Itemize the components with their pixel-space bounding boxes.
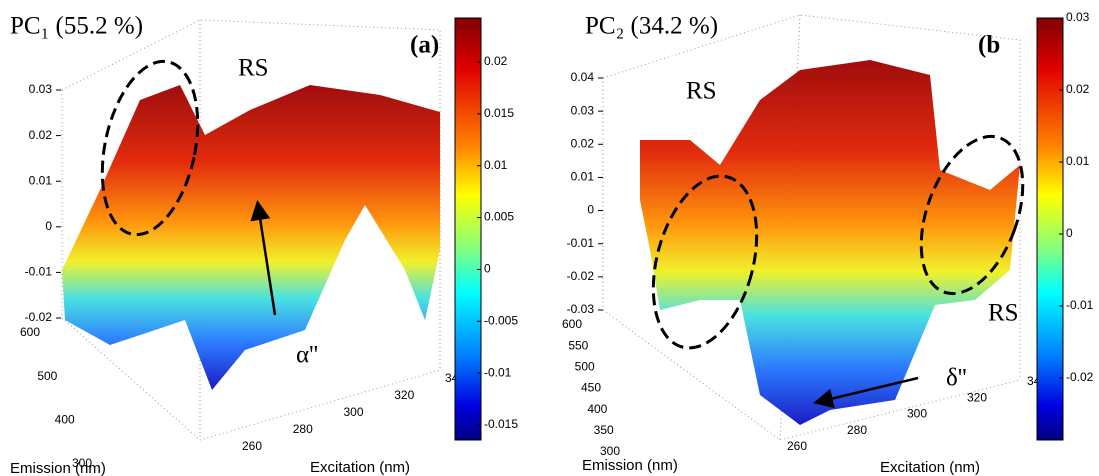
z-tick-label: 0.03 xyxy=(29,82,53,96)
colorbar-tick-label: 0.02 xyxy=(484,54,508,68)
emission-tick-label: 300 xyxy=(600,444,620,458)
annotation: RS xyxy=(686,78,717,105)
z-tick-label: 0.01 xyxy=(571,170,595,184)
z-tick-label: 0.01 xyxy=(29,173,53,187)
z-tick-label: 0.04 xyxy=(571,70,595,84)
emission-tick-label: 400 xyxy=(587,402,607,416)
colorbar-tick-label: -0.005 xyxy=(484,313,518,327)
axis-label: Excitation (nm) xyxy=(880,459,980,476)
z-tick-label: -0.01 xyxy=(567,236,595,250)
colorbar-tick-label: 0.01 xyxy=(1066,154,1090,168)
z-tick-label: -0.02 xyxy=(25,310,53,324)
colorbar xyxy=(454,17,482,441)
panel-label: (b xyxy=(978,32,1000,59)
colorbar-tick-label: -0.015 xyxy=(484,417,518,431)
emission-tick-label: 600 xyxy=(20,325,40,339)
colorbar-tick-label: 0 xyxy=(484,262,491,276)
z-tick-label: -0.02 xyxy=(567,269,595,283)
z-tick-label: 0 xyxy=(45,219,52,233)
annotation: RS xyxy=(988,300,1019,327)
panel-title: PC₁ (55.2 %) xyxy=(10,13,143,40)
z-tick-label: 0.02 xyxy=(571,136,595,150)
emission-tick-label: 450 xyxy=(581,381,601,395)
excitation-tick-label: 320 xyxy=(967,390,987,404)
emission-tick-label: 600 xyxy=(562,317,582,331)
surface-a xyxy=(62,85,440,390)
annotation-shapes xyxy=(100,59,1025,350)
colorbar-tick-label: 0.02 xyxy=(1066,82,1090,96)
colorbar-tick-label: 0 xyxy=(1066,226,1073,240)
z-tick-label: 0.02 xyxy=(29,128,53,142)
excitation-tick-label: 320 xyxy=(394,388,414,402)
colorbar-tick-label: 0.015 xyxy=(484,106,514,120)
arrows xyxy=(250,200,919,409)
colorbar-tick-label: 0.01 xyxy=(484,158,508,172)
emission-tick-label: 500 xyxy=(37,369,57,383)
excitation-tick-label: 260 xyxy=(787,439,807,453)
excitation-tick-label: 280 xyxy=(293,422,313,436)
annotation: α'' xyxy=(296,342,318,369)
excitation-tick-label: 280 xyxy=(847,423,867,437)
colorbar-tick-label: 0.03 xyxy=(1066,10,1090,24)
annotation: δ'' xyxy=(946,365,967,392)
z-tick-label: -0.01 xyxy=(25,265,53,279)
emission-tick-label: 400 xyxy=(55,413,75,427)
colorbar-tick-label: -0.01 xyxy=(484,365,512,379)
z-tick-label: 0 xyxy=(587,203,594,217)
z-tick-label: -0.03 xyxy=(567,302,595,316)
excitation-tick-label: 300 xyxy=(343,405,363,419)
excitation-tick-label: 260 xyxy=(242,439,262,453)
colorbar-tick-label: 0.005 xyxy=(484,210,514,224)
z-tick-label: 0.03 xyxy=(571,103,595,117)
axis-label: Excitation (nm) xyxy=(310,459,410,476)
axis-label: Emission (nm) xyxy=(582,457,678,474)
colorbar xyxy=(1036,17,1064,441)
emission-tick-label: 350 xyxy=(594,423,614,437)
emission-tick-label: 500 xyxy=(575,360,595,374)
colorbar-tick-label: -0.01 xyxy=(1066,298,1094,312)
emission-tick-label: 300 xyxy=(72,456,92,470)
colorbar-tick-label: -0.02 xyxy=(1066,370,1094,384)
panel-title: PC₂ (34.2 %) xyxy=(585,13,718,40)
emission-tick-label: 550 xyxy=(568,338,588,352)
surface-b xyxy=(640,60,1020,425)
axis-label: Emission (nm) xyxy=(10,460,106,476)
excitation-tick-label: 300 xyxy=(907,407,927,421)
panel-label: (a) xyxy=(410,32,439,59)
annotation: RS xyxy=(238,55,269,82)
